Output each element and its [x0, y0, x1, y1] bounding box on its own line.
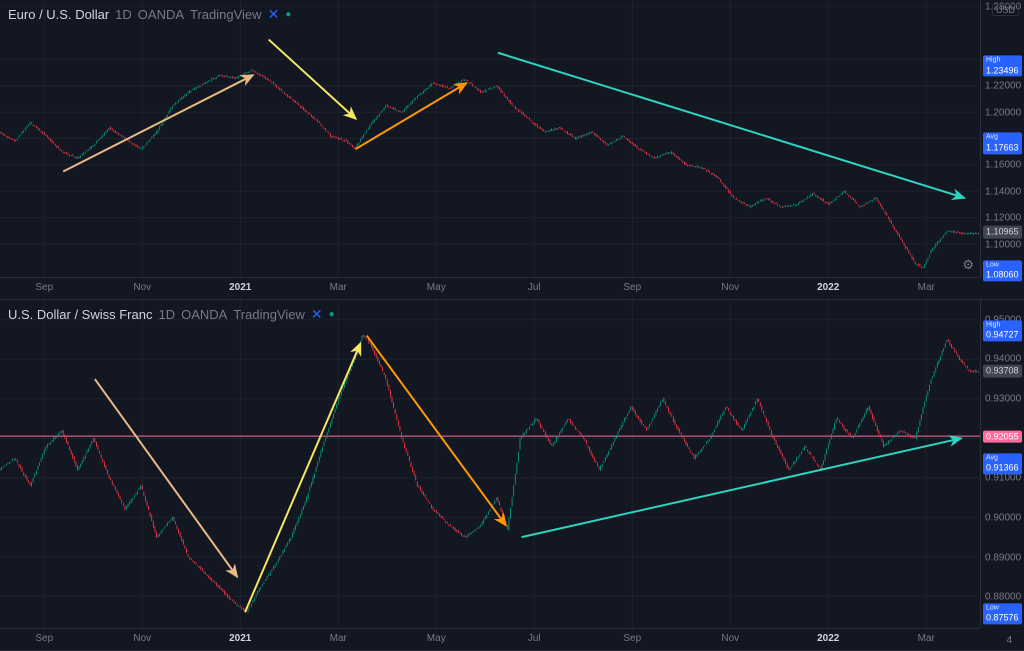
chart-plot[interactable]: [0, 0, 980, 277]
price-label-low: Low0.87576: [983, 604, 1022, 625]
price-label-high: High0.94727: [983, 320, 1022, 341]
trend-arrows: [63, 40, 964, 198]
symbol-name[interactable]: U.S. Dollar / Swiss Franc: [8, 307, 152, 322]
y-tick: 1.16000: [985, 160, 1021, 171]
x-axis[interactable]: Sep Nov 2021 Mar May Jul Sep Nov 2022 Mar: [0, 628, 980, 650]
broker: OANDA: [138, 7, 184, 22]
candles: [0, 69, 979, 268]
price-label-pink: 0.92055: [983, 430, 1022, 443]
x-tick: May: [427, 282, 446, 293]
twitter-icon[interactable]: ✕: [268, 6, 280, 23]
x-tick: 2021: [229, 282, 251, 293]
x-tick: Nov: [721, 633, 739, 644]
x-tick: Mar: [330, 282, 347, 293]
symbol-name[interactable]: Euro / U.S. Dollar: [8, 7, 109, 22]
y-tick: 0.90000: [985, 513, 1021, 524]
x-tick: 2022: [817, 633, 839, 644]
y-tick: 0.91000: [985, 473, 1021, 484]
price-label-high: High1.23496: [983, 56, 1022, 77]
x-tick: 2022: [817, 282, 839, 293]
candles: [0, 335, 979, 613]
y-tick: 1.10000: [985, 239, 1021, 250]
y-tick: 0.89000: [985, 552, 1021, 563]
x-tick: Nov: [721, 282, 739, 293]
x-tick: 2021: [229, 633, 251, 644]
x-tick: Nov: [133, 633, 151, 644]
x-tick: Sep: [35, 633, 53, 644]
y-tick: 1.12000: [985, 213, 1021, 224]
price-label-avg: Avg1.17663: [983, 133, 1022, 154]
y-axis[interactable]: 1.100001.120001.140001.160001.180001.200…: [980, 0, 1024, 277]
chart-panel-eurusd: Euro / U.S. Dollar 1D OANDA TradingView …: [0, 0, 1024, 300]
x-tick: Jul: [528, 633, 541, 644]
broker: OANDA: [181, 307, 227, 322]
chart-panel-usdchf: U.S. Dollar / Swiss Franc 1D OANDA Tradi…: [0, 300, 1024, 651]
tradingview-label: TradingView: [190, 7, 262, 22]
twitter-icon[interactable]: ✕: [311, 306, 323, 323]
y-tick: 1.14000: [985, 186, 1021, 197]
price-label-last: 0.93708: [983, 365, 1022, 378]
y-tick: 1.22000: [985, 81, 1021, 92]
x-tick: Mar: [918, 633, 935, 644]
trend-arrows: [95, 336, 961, 613]
y-tick: 0.94000: [985, 354, 1021, 365]
tradingview-label: TradingView: [233, 307, 305, 322]
price-label-avg: Avg0.91366: [983, 453, 1022, 474]
panel-header: Euro / U.S. Dollar 1D OANDA TradingView …: [8, 6, 291, 23]
currency-tag[interactable]: USD: [992, 4, 1019, 16]
price-label-last: 1.10965: [983, 226, 1022, 239]
x-tick: Jul: [528, 282, 541, 293]
x-tick: Nov: [133, 282, 151, 293]
panel-header: U.S. Dollar / Swiss Franc 1D OANDA Tradi…: [8, 306, 335, 323]
x-tick: Sep: [35, 282, 53, 293]
y-tick: 0.93000: [985, 394, 1021, 405]
x-tick: Sep: [623, 633, 641, 644]
x-axis-end: 4: [1006, 635, 1012, 646]
x-tick: Mar: [330, 633, 347, 644]
price-label-low: Low1.08060: [983, 260, 1022, 281]
status-dot-icon: ●: [329, 309, 335, 320]
timeframe[interactable]: 1D: [115, 7, 132, 22]
x-tick: May: [427, 633, 446, 644]
x-tick: Mar: [918, 282, 935, 293]
y-tick: 1.20000: [985, 107, 1021, 118]
y-tick: 0.88000: [985, 592, 1021, 603]
chart-plot[interactable]: [0, 300, 980, 628]
x-axis[interactable]: Sep Nov 2021 Mar May Jul Sep Nov 2022 Mar: [0, 277, 980, 299]
timeframe[interactable]: 1D: [158, 307, 175, 322]
x-tick: Sep: [623, 282, 641, 293]
y-axis[interactable]: 0.880000.890000.900000.910000.920000.930…: [980, 300, 1024, 628]
status-dot-icon: ●: [285, 9, 291, 20]
gear-icon[interactable]: ⚙: [962, 257, 974, 273]
